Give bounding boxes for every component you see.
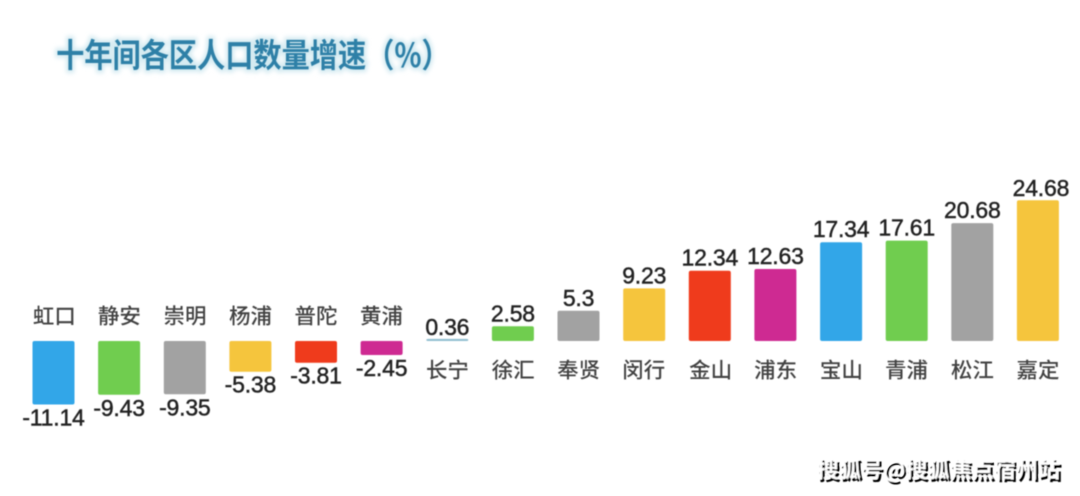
svg-text:-2.45: -2.45 — [356, 355, 407, 381]
svg-text:2.58: 2.58 — [491, 300, 535, 326]
svg-text:12.63: 12.63 — [747, 243, 804, 269]
svg-text:0.36: 0.36 — [425, 314, 469, 340]
svg-text:17.34: 17.34 — [813, 216, 870, 242]
svg-text:-9.35: -9.35 — [159, 394, 210, 420]
svg-text:12.34: 12.34 — [682, 245, 739, 271]
svg-text:-11.14: -11.14 — [22, 405, 85, 431]
svg-text:-3.81: -3.81 — [290, 363, 341, 389]
svg-text:17.61: 17.61 — [878, 215, 935, 241]
svg-text:20.68: 20.68 — [944, 197, 1001, 223]
svg-text:24.68: 24.68 — [1013, 175, 1070, 201]
svg-text:5.3: 5.3 — [563, 285, 594, 311]
svg-text:9.23: 9.23 — [622, 262, 666, 288]
svg-text:-9.43: -9.43 — [93, 395, 144, 421]
svg-text:-5.38: -5.38 — [225, 372, 276, 398]
